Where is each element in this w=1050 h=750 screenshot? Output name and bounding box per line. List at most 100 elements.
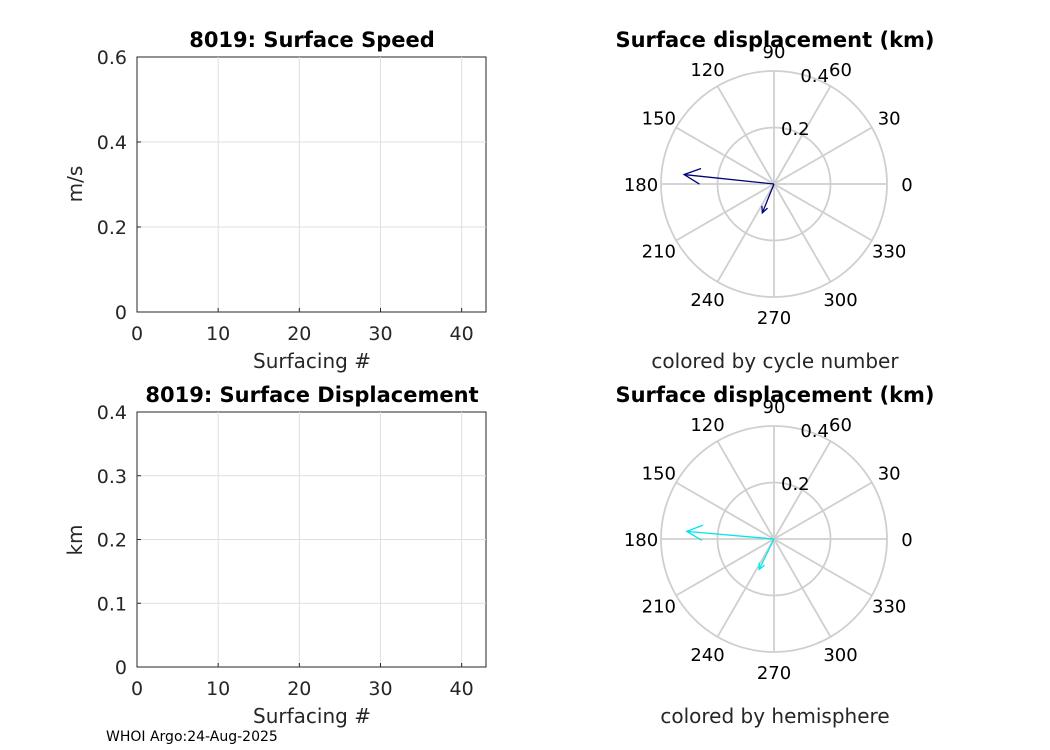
footer-credit: WHOI Argo:24-Aug-2025 bbox=[106, 729, 278, 745]
displacement-xtick-label: 10 bbox=[206, 678, 230, 700]
polar-hemisphere-angle-label: 270 bbox=[757, 663, 791, 684]
polar-cycle-caption: colored by cycle number bbox=[651, 349, 899, 373]
polar-cycle-angle-label: 150 bbox=[642, 109, 676, 130]
polar-cycle-title: Surface displacement (km) bbox=[615, 28, 934, 52]
polar-cycle-spoke bbox=[675, 183, 775, 242]
speed-axes-box bbox=[136, 56, 487, 313]
displacement-ytick-label: 0 bbox=[115, 657, 127, 679]
speed-xtick-label: 10 bbox=[206, 323, 230, 345]
polar-hemisphere-angle-label: 60 bbox=[829, 415, 852, 436]
displacement-panel: 8019: Surface Displacement 0 10 20 30 40 0 0.… bbox=[63, 383, 487, 728]
polar-cycle-vector bbox=[682, 167, 775, 185]
speed-title: 8019: Surface Speed bbox=[189, 28, 435, 52]
polar-cycle-grid bbox=[660, 70, 888, 298]
polar-cycle-angle-label: 0 bbox=[901, 175, 912, 196]
displacement-xlabel: Surfacing # bbox=[253, 704, 371, 728]
polar-hemisphere-spoke bbox=[773, 481, 873, 540]
polar-cycle-angle-label: 30 bbox=[878, 109, 901, 130]
polar-cycle-spoke bbox=[716, 85, 775, 185]
displacement-title: 8019: Surface Displacement bbox=[145, 383, 478, 407]
speed-ytick-label: 0.4 bbox=[97, 132, 127, 154]
polar-cycle-panel: Surface displacement (km) 0 30 60 90 120 150 1… bbox=[615, 28, 934, 373]
polar-hemisphere-angle-label: 150 bbox=[642, 464, 676, 485]
speed-ytick-label: 0 bbox=[115, 302, 127, 324]
polar-hemisphere-angle-label: 30 bbox=[878, 464, 901, 485]
polar-hemisphere-angle-label: 300 bbox=[823, 645, 857, 666]
polar-hemisphere-vectors bbox=[685, 524, 775, 571]
polar-cycle-spoke bbox=[773, 183, 832, 283]
polar-hemisphere-angle-label: 120 bbox=[690, 415, 724, 436]
polar-cycle-angle-labels: 0 30 60 90 120 150 180 210 240 270 300 330 bbox=[624, 42, 913, 329]
displacement-ytick-label: 0.3 bbox=[97, 466, 127, 488]
displacement-ytick-label: 0.1 bbox=[97, 593, 127, 615]
speed-yticks: 0 0.2 0.4 0.6 bbox=[97, 47, 141, 324]
polar-cycle-spoke bbox=[773, 183, 873, 242]
polar-hemisphere-angle-label: 210 bbox=[642, 597, 676, 618]
speed-xtick-label: 0 bbox=[131, 323, 143, 345]
polar-hemisphere-spoke bbox=[675, 481, 775, 540]
speed-xtick-label: 20 bbox=[287, 323, 311, 345]
polar-hemisphere-spoke bbox=[675, 538, 775, 597]
polar-hemisphere-title: Surface displacement (km) bbox=[615, 383, 934, 407]
polar-hemisphere-radial-labels: 0.2 0.4 bbox=[781, 421, 829, 495]
polar-cycle-angle-label: 270 bbox=[757, 308, 791, 329]
polar-hemisphere-angle-label: 0 bbox=[901, 530, 912, 551]
polar-cycle-vector-head bbox=[761, 205, 768, 215]
polar-cycle-angle-label: 120 bbox=[690, 60, 724, 81]
polar-cycle-angle-label: 180 bbox=[624, 175, 658, 196]
polar-hemisphere-angle-label: 240 bbox=[690, 645, 724, 666]
displacement-xtick-label: 0 bbox=[131, 678, 143, 700]
polar-hemisphere-angle-label: 90 bbox=[763, 397, 786, 418]
polar-cycle-angle-label: 210 bbox=[642, 242, 676, 263]
polar-hemisphere-angle-label: 180 bbox=[624, 530, 658, 551]
polar-hemisphere-grid bbox=[660, 425, 888, 653]
polar-hemisphere-spoke bbox=[773, 538, 832, 638]
speed-xtick-label: 30 bbox=[368, 323, 392, 345]
speed-panel: 8019: Surface Speed 0 10 20 30 40 0 0.2 0.4 0.6… bbox=[63, 28, 487, 373]
polar-cycle-vector-shaft bbox=[761, 183, 775, 214]
speed-gridlines bbox=[137, 57, 486, 312]
displacement-gridlines bbox=[137, 412, 486, 667]
polar-hemisphere-vector-shaft bbox=[686, 530, 775, 540]
speed-xtick-label: 40 bbox=[450, 323, 474, 345]
polar-cycle-angle-label: 300 bbox=[823, 290, 857, 311]
displacement-xticks: 0 10 20 30 40 bbox=[131, 663, 474, 700]
speed-ylabel: m/s bbox=[63, 166, 87, 203]
polar-hemisphere-vector-shaft bbox=[758, 538, 775, 570]
polar-hemisphere-caption: colored by hemisphere bbox=[660, 704, 889, 728]
polar-hemisphere-radial-label: 0.4 bbox=[800, 421, 829, 442]
polar-cycle-spoke bbox=[773, 126, 873, 185]
speed-xlabel: Surfacing # bbox=[253, 349, 371, 373]
polar-hemisphere-vector bbox=[758, 538, 775, 571]
polar-cycle-spoke bbox=[773, 85, 832, 185]
displacement-xtick-label: 40 bbox=[450, 678, 474, 700]
polar-cycle-radial-labels: 0.2 0.4 bbox=[781, 66, 829, 140]
speed-ytick-label: 0.2 bbox=[97, 217, 127, 239]
polar-cycle-angle-label: 90 bbox=[763, 42, 786, 63]
polar-cycle-spoke bbox=[716, 183, 775, 283]
polar-hemisphere-vector-head bbox=[685, 524, 704, 541]
displacement-ytick-label: 0.2 bbox=[97, 530, 127, 552]
polar-hemisphere-spoke bbox=[773, 440, 832, 540]
polar-hemisphere-spoke bbox=[716, 538, 775, 638]
polar-hemisphere-vector-head bbox=[758, 562, 766, 571]
polar-hemisphere-panel: Surface displacement (km) 0 30 60 90 120 150 1… bbox=[615, 383, 934, 728]
polar-cycle-angle-label: 240 bbox=[690, 290, 724, 311]
displacement-ytick-label: 0.4 bbox=[97, 402, 127, 424]
polar-cycle-vectors bbox=[682, 167, 775, 215]
displacement-ylabel: km bbox=[63, 524, 87, 555]
polar-hemisphere-angle-label: 330 bbox=[872, 597, 906, 618]
polar-hemisphere-spoke bbox=[716, 440, 775, 540]
polar-cycle-radial-label: 0.2 bbox=[781, 119, 810, 140]
polar-cycle-vector bbox=[761, 183, 775, 215]
polar-hemisphere-spoke bbox=[773, 538, 873, 597]
polar-hemisphere-radial-label: 0.2 bbox=[781, 474, 810, 495]
polar-cycle-vector-shaft bbox=[684, 173, 775, 185]
polar-cycle-angle-label: 330 bbox=[872, 242, 906, 263]
polar-cycle-vector-head bbox=[682, 167, 702, 185]
polar-hemisphere-angle-labels: 0 30 60 90 120 150 180 210 240 270 300 330 bbox=[624, 397, 913, 684]
polar-cycle-spoke bbox=[675, 126, 775, 185]
polar-cycle-angle-label: 60 bbox=[829, 60, 852, 81]
polar-cycle-radial-label: 0.4 bbox=[800, 66, 829, 87]
